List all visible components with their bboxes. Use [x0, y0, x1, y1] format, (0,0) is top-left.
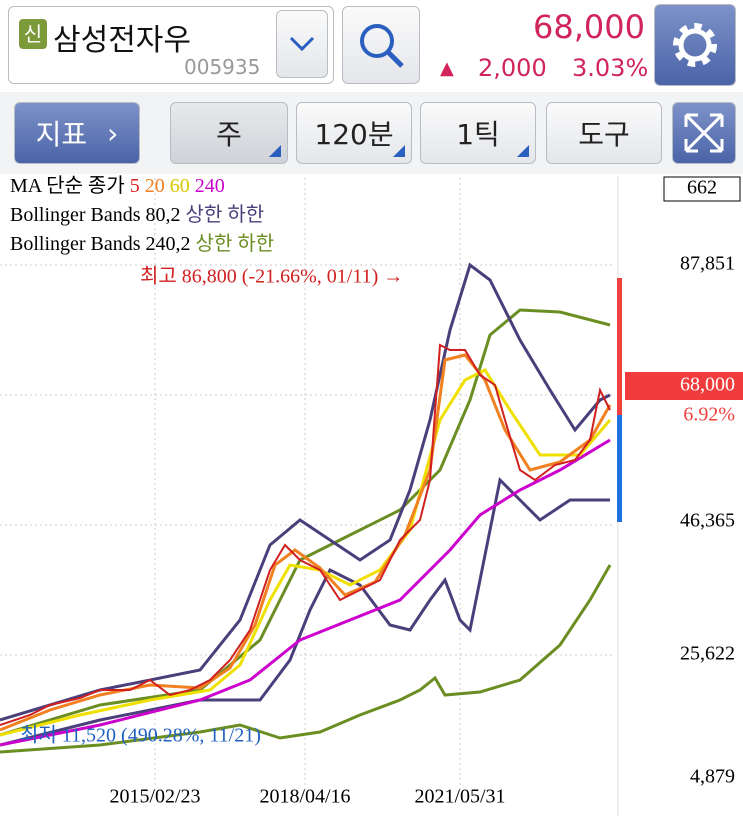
chevron-icon: [289, 36, 315, 52]
volume-value: 662: [687, 177, 717, 199]
gear-icon: [673, 23, 717, 67]
ma-label: MA 단순 종가: [10, 174, 125, 197]
expand-button[interactable]: [672, 102, 736, 164]
badge: 신: [19, 19, 47, 49]
search-button[interactable]: [342, 6, 420, 84]
search-icon: [360, 24, 404, 68]
price-marker: [625, 372, 743, 400]
low-note: 최저 11,520 (490.28%, 11/21): [20, 724, 261, 747]
price-label: 87,851: [680, 253, 735, 275]
interval-label: 120분: [314, 118, 394, 151]
price-change: 2,000: [478, 54, 547, 82]
chevron: ›: [107, 116, 119, 150]
stock-name: 삼성전자우: [53, 23, 191, 58]
ma-5: 5: [130, 175, 140, 197]
current-price: 68,000: [533, 8, 645, 46]
indicator-button[interactable]: 지표 ›: [14, 102, 140, 164]
bb240-lower: 하한: [237, 232, 274, 255]
tools-button[interactable]: 도구: [546, 102, 662, 164]
stock-code: 005935: [184, 55, 261, 79]
change-rate: 3.03%: [572, 54, 649, 82]
ma-240: 240: [195, 175, 225, 197]
date-label: 2018/04/16: [259, 786, 350, 808]
current-price-label: 68,000: [680, 374, 735, 396]
date-label: 2021/05/31: [414, 786, 505, 808]
tick-button[interactable]: 1틱: [420, 102, 536, 164]
price-label: 25,622: [680, 643, 735, 665]
date-label: 2015/02/23: [109, 786, 200, 808]
price-label: 4,879: [690, 766, 735, 788]
period-label: 주: [216, 118, 242, 151]
grid: [0, 178, 615, 790]
bb80-upper: 상한: [186, 203, 223, 226]
down-range-bar: [617, 415, 622, 522]
bb80-lower: 하한: [227, 203, 264, 226]
tick-label: 1틱: [456, 118, 500, 151]
period-button[interactable]: 주: [170, 102, 288, 164]
current-rate-label: 6.92%: [683, 404, 735, 426]
dropdown[interactable]: [276, 10, 328, 78]
up-range-bar: [617, 278, 622, 415]
settings-button[interactable]: [654, 4, 736, 86]
bb240-label: Bollinger Bands 240,2: [10, 233, 191, 255]
ma-60: 60: [170, 175, 190, 197]
interval-button[interactable]: 120분: [296, 102, 412, 164]
indicator-lines: [0, 262, 612, 754]
bb80-legend: Bollinger Bands 80,2 상한 하한: [10, 203, 264, 226]
bb240-upper: 상한: [196, 232, 233, 255]
price-label: 46,365: [680, 510, 735, 532]
ma-legend: MA 단순 종가 5 20 60 240: [10, 174, 225, 197]
bb240-legend: Bollinger Bands 240,2 상한 하한: [10, 232, 274, 255]
expand-icon: [684, 113, 724, 153]
bb80-label: Bollinger Bands 80,2: [10, 204, 181, 226]
indicator-label: 지표: [35, 118, 88, 151]
tools-label: 도구: [578, 118, 630, 151]
high-note: 최고 86,800 (-21.66%, 01/11) →: [140, 265, 403, 288]
ma-20: 20: [145, 175, 165, 197]
volume-box: [663, 176, 741, 202]
up-arrow: ▲: [440, 58, 454, 79]
